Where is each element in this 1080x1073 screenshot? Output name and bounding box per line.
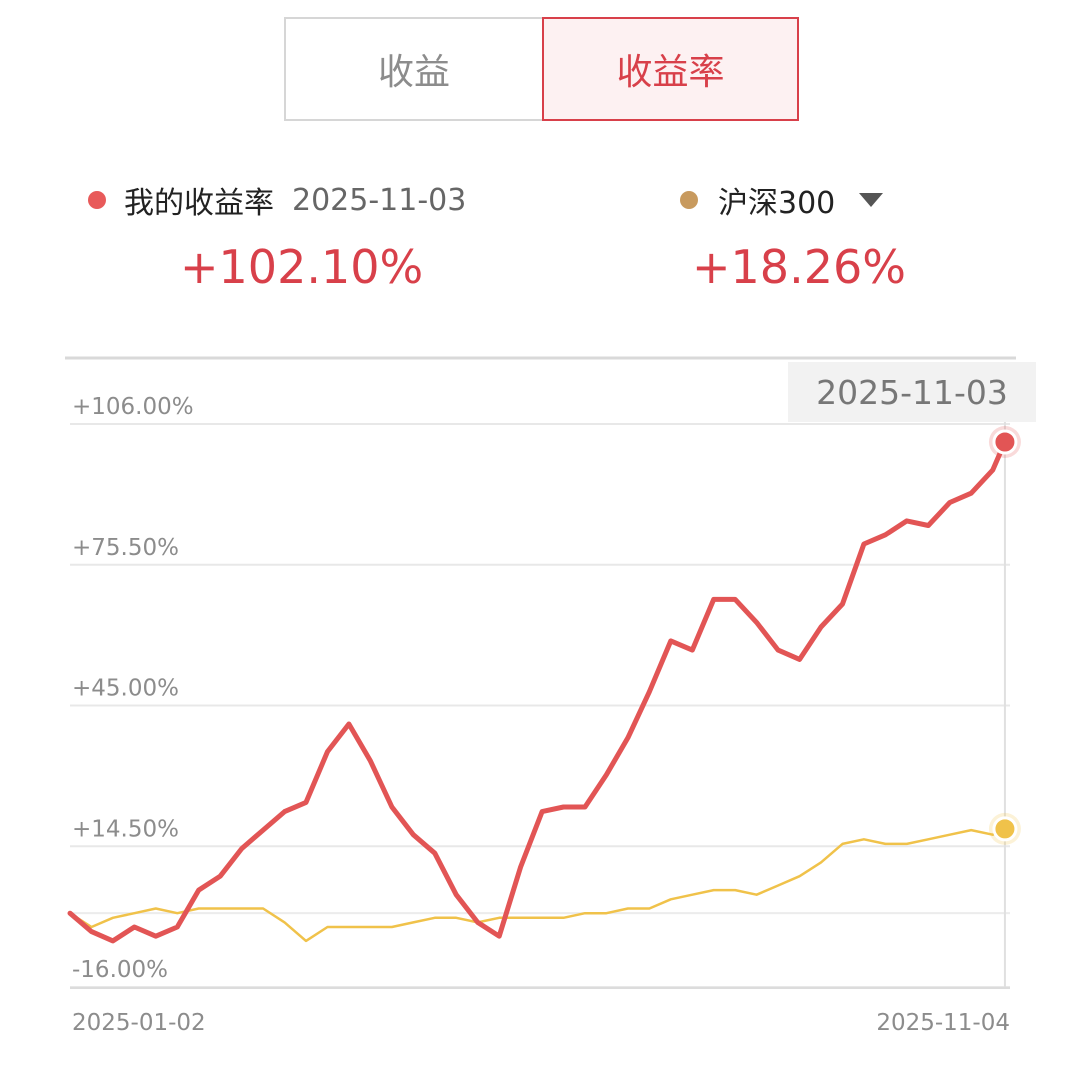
benchmark-value: +18.26% [692,240,906,294]
date-badge: 2025-11-03 [788,362,1036,422]
x-tick-label: 2025-11-04 [876,1010,1010,1036]
legend-my-return: 我的收益率 2025-11-03 [88,178,466,222]
my-return-line [67,439,1008,944]
return-chart[interactable]: +106.00% +75.50% +45.00% +14.50% -16.00% 202… [0,340,1080,1050]
my-return-value: +102.10% [180,240,424,294]
y-tick-label: +75.50% [72,535,179,561]
date-badge-label: 2025-11-03 [816,373,1008,412]
tab-earnings[interactable]: 收益 [284,17,542,121]
y-axis-labels: +106.00% +75.50% +45.00% +14.50% -16.00% [72,394,194,983]
dropdown-triangle-icon[interactable] [859,193,884,207]
benchmark-line [68,827,1007,943]
my-return-label: 我的收益率 [124,186,274,221]
my-return-dot-icon [88,191,106,209]
y-tick-label: +45.00% [72,676,179,702]
date-badge-bg [788,362,1036,422]
benchmark-label: 沪深300 [718,186,836,221]
my-return-endpoint [992,429,1018,455]
grid-layer [65,356,1016,989]
benchmark-dot-icon [680,191,698,209]
tab-bar: 收益 收益率 [284,17,799,121]
series-layer [67,425,1021,944]
x-tick-label: 2025-01-02 [72,1010,206,1036]
legend-benchmark[interactable]: 沪深300 [680,178,884,222]
my-return-date: 2025-11-03 [292,182,467,218]
x-axis-labels: 2025-01-02 2025-11-04 [72,1010,1010,1036]
tab-return-rate[interactable]: 收益率 [542,17,799,121]
y-tick-label: +14.50% [72,816,179,842]
y-tick-label: -16.00% [72,957,168,983]
benchmark-endpoint [992,816,1018,842]
y-tick-label: +106.00% [72,394,194,420]
